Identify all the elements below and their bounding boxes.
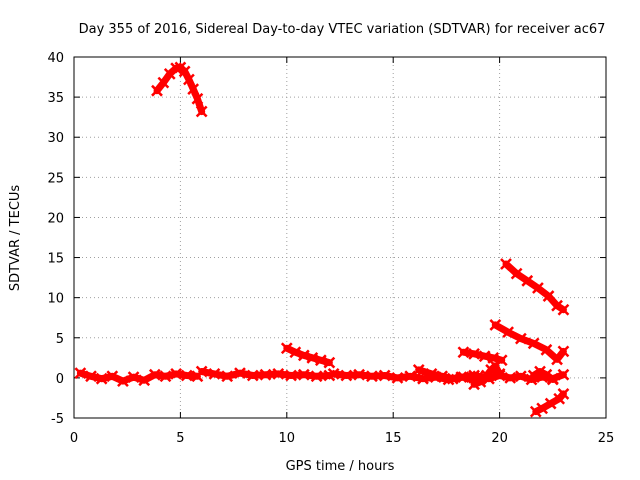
data-point: [246, 369, 259, 382]
data-point: [425, 367, 438, 380]
data-point: [314, 354, 327, 367]
data-point: [117, 375, 129, 387]
data-point: [306, 351, 319, 364]
data-point: [551, 299, 563, 312]
data-point: [191, 92, 204, 105]
x-tick-label: 15: [385, 431, 402, 446]
data-point: [532, 282, 544, 294]
data-point: [527, 337, 540, 350]
data-point: [310, 370, 323, 383]
data-point: [183, 73, 195, 86]
x-tick-label: 10: [279, 431, 296, 446]
data-point: [289, 346, 302, 359]
y-tick-label: -5: [51, 412, 64, 427]
data-point: [297, 349, 310, 362]
data-point: [297, 368, 310, 381]
data-point: [557, 345, 570, 358]
axis-ticks: 0 5 10 15 20 25 -5 0 5 10 15 20 25 30 35 40: [47, 51, 614, 446]
data-point: [195, 365, 208, 378]
y-tick-label: 30: [47, 131, 64, 146]
y-tick-label: 15: [47, 252, 64, 267]
data-point: [502, 326, 514, 339]
data-point: [457, 371, 470, 383]
data-point: [542, 290, 555, 302]
data-point: [378, 369, 391, 382]
data-point: [500, 258, 512, 270]
data-point: [504, 372, 517, 384]
data-point: [159, 370, 172, 383]
y-axis-label: SDTVAR / TECUs: [8, 185, 23, 292]
data-series: [74, 61, 570, 418]
data-point: [259, 368, 272, 381]
data-point: [272, 367, 285, 380]
data-point: [157, 76, 170, 89]
data-point: [187, 83, 200, 95]
data-point: [529, 405, 542, 418]
data-point: [106, 370, 119, 383]
data-point: [404, 370, 417, 383]
data-point: [446, 372, 459, 385]
data-point: [221, 370, 234, 383]
data-point: [327, 367, 340, 380]
y-tick-label: 10: [47, 292, 64, 307]
data-point: [74, 367, 87, 379]
data-point: [353, 368, 366, 381]
data-point: [127, 371, 140, 383]
data-point: [234, 367, 246, 379]
data-point: [468, 378, 480, 391]
x-axis-label: GPS time / hours: [286, 459, 395, 474]
data-point: [180, 369, 193, 382]
data-point: [489, 359, 502, 372]
data-point: [95, 372, 108, 385]
data-point: [557, 388, 570, 400]
data-point: [148, 368, 161, 381]
x-tick-label: 0: [70, 431, 78, 446]
data-point: [340, 369, 353, 382]
y-tick-label: 35: [47, 91, 64, 106]
x-tick-label: 20: [491, 431, 508, 446]
data-point: [85, 370, 97, 383]
data-point: [138, 374, 151, 387]
data-point: [521, 274, 534, 287]
data-point: [208, 367, 221, 380]
data-point: [436, 370, 449, 383]
data-point: [178, 65, 191, 78]
data-point: [510, 267, 523, 280]
data-point: [478, 350, 491, 363]
data-point: [527, 369, 540, 382]
grid: [74, 57, 606, 418]
y-tick-label: 0: [56, 372, 64, 387]
chart-title: Day 355 of 2016, Sidereal Day-to-day VTE…: [79, 22, 606, 37]
y-tick-label: 20: [47, 211, 64, 226]
data-point: [487, 351, 500, 364]
plot-frame: [73, 56, 607, 419]
data-point: [280, 342, 293, 355]
y-tick-label: 25: [47, 171, 64, 186]
data-point: [514, 370, 527, 383]
data-point: [391, 372, 404, 384]
data-point: [489, 319, 502, 331]
data-point: [412, 363, 425, 376]
data-point: [557, 303, 570, 316]
data-point: [544, 397, 557, 410]
data-point: [493, 367, 506, 380]
data-point: [536, 402, 549, 415]
data-point: [540, 343, 553, 356]
x-tick-label: 25: [598, 431, 615, 446]
data-point: [195, 105, 208, 118]
data-point: [468, 347, 480, 360]
data-point: [366, 370, 378, 383]
data-point: [546, 373, 559, 386]
data-point: [514, 332, 527, 345]
x-tick-label: 5: [176, 431, 184, 446]
data-point: [285, 369, 297, 382]
data-point: [170, 367, 183, 380]
y-tick-label: 5: [56, 332, 64, 347]
data-point: [557, 368, 570, 381]
data-point: [323, 356, 336, 369]
data-point: [457, 346, 470, 359]
y-tick-label: 40: [47, 51, 64, 66]
data-point: [534, 365, 546, 378]
